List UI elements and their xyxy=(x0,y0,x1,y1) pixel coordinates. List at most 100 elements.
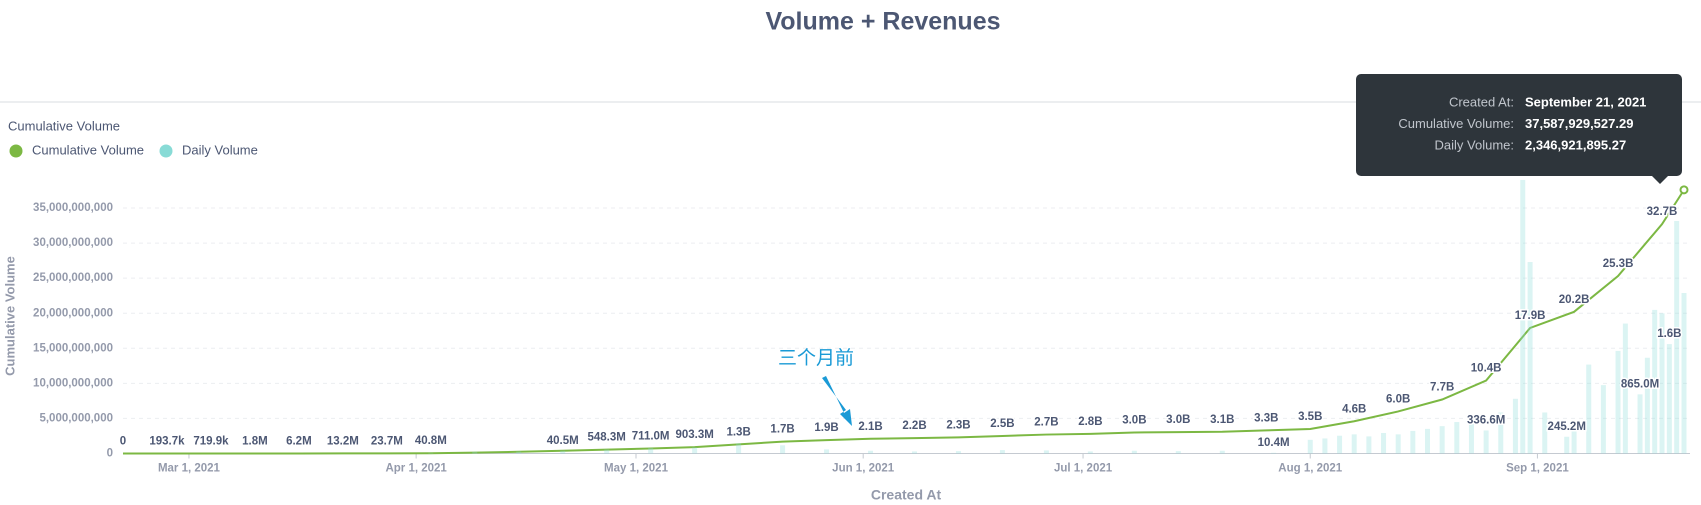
value-label: 4.6B xyxy=(1342,403,1366,415)
value-label: 2.7B xyxy=(1034,417,1058,429)
value-label: 903.3M xyxy=(675,429,713,441)
value-label: 23.7M xyxy=(371,435,403,447)
bar xyxy=(1483,430,1489,454)
x-tick-label: Jun 1, 2021 xyxy=(832,463,895,475)
value-label: 2.8B xyxy=(1078,416,1102,428)
bar xyxy=(1637,394,1643,454)
value-label: 193.7k xyxy=(149,436,185,448)
annotation-arrow xyxy=(822,376,852,426)
bar xyxy=(1454,422,1460,454)
bar xyxy=(692,447,698,454)
bar xyxy=(1175,451,1181,454)
value-label: 711.0M xyxy=(632,431,670,443)
bar xyxy=(1666,344,1672,454)
bar xyxy=(604,449,610,454)
value-label: 17.9B xyxy=(1515,310,1546,322)
value-label: 1.8M xyxy=(242,436,268,448)
bar xyxy=(1564,436,1570,454)
y-axis-label: Cumulative Volume xyxy=(2,256,17,376)
bar xyxy=(1337,435,1343,454)
bar xyxy=(1600,385,1606,454)
bar xyxy=(1622,323,1628,454)
tooltip-value: 2,346,921,895.27 xyxy=(1525,137,1626,152)
x-tick-label: May 1, 2021 xyxy=(604,463,669,475)
value-label: 40.8M xyxy=(415,435,447,447)
bar xyxy=(1351,434,1357,454)
bar xyxy=(560,450,566,454)
y-tick-label: 15,000,000,000 xyxy=(33,342,113,354)
tooltip-pointer xyxy=(1652,176,1668,184)
value-label: 3.3B xyxy=(1254,412,1278,424)
bar xyxy=(1366,436,1372,454)
bar xyxy=(1571,426,1577,454)
y-tick-label: 10,000,000,000 xyxy=(33,377,113,389)
bar xyxy=(1043,450,1049,454)
legend-title: Cumulative Volume xyxy=(8,118,120,133)
value-label: 1.9B xyxy=(814,422,838,434)
value-label: 13.2M xyxy=(327,435,359,447)
bar xyxy=(1468,419,1474,454)
bar xyxy=(824,449,830,454)
value-label: 6.0B xyxy=(1386,393,1410,405)
legend-label: Cumulative Volume xyxy=(32,142,144,157)
tooltip-label: Cumulative Volume: xyxy=(1398,116,1514,131)
bar xyxy=(1527,262,1533,454)
bar xyxy=(516,451,522,454)
value-label: 1.7B xyxy=(770,424,794,436)
value-label: 3.5B xyxy=(1298,411,1322,423)
tooltip-label: Created At: xyxy=(1449,94,1514,109)
legend-swatch xyxy=(9,144,23,158)
bar xyxy=(1512,398,1518,454)
annotation: 三个月前 xyxy=(778,347,854,369)
bar xyxy=(428,452,434,454)
value-label: 32.7B xyxy=(1647,206,1678,218)
bar xyxy=(1652,309,1658,454)
bar xyxy=(1271,452,1277,454)
y-tick-label: 30,000,000,000 xyxy=(33,237,113,249)
value-label: 719.9k xyxy=(193,436,229,448)
x-tick-label: Jul 1, 2021 xyxy=(1054,463,1113,475)
bar xyxy=(1615,350,1621,454)
bar xyxy=(1498,412,1504,454)
value-label: 3.1B xyxy=(1210,414,1234,426)
tooltip-value: September 21, 2021 xyxy=(1525,94,1646,109)
bar xyxy=(1424,428,1430,454)
y-tick-label: 35,000,000,000 xyxy=(33,202,113,214)
bar xyxy=(780,445,786,454)
bar xyxy=(911,451,917,454)
value-label: 40.5M xyxy=(547,435,579,447)
bar xyxy=(999,450,1005,454)
x-tick-label: Apr 1, 2021 xyxy=(385,463,447,475)
value-label: 2.3B xyxy=(946,419,970,431)
bar xyxy=(1322,438,1328,454)
bar xyxy=(1674,220,1680,454)
tooltip: Created At: September 21, 2021 Cumulative … xyxy=(1356,74,1682,184)
hover-point xyxy=(1679,185,1689,195)
y-tick-label: 0 xyxy=(107,448,113,460)
bar xyxy=(955,451,961,454)
x-tick-label: Mar 1, 2021 xyxy=(158,463,221,475)
bar xyxy=(1644,357,1650,454)
value-label: 3.0B xyxy=(1166,414,1190,426)
bar xyxy=(1395,434,1401,454)
y-tick-label: 20,000,000,000 xyxy=(33,307,113,319)
bar xyxy=(1542,412,1548,454)
bar xyxy=(1439,426,1445,454)
bar xyxy=(472,451,478,454)
value-label: 1.6B xyxy=(1657,328,1681,340)
bar xyxy=(1520,179,1526,454)
bar xyxy=(1410,430,1416,454)
x-tick-label: Aug 1, 2021 xyxy=(1278,463,1343,475)
line xyxy=(122,189,1685,455)
value-label: 25.3B xyxy=(1603,258,1634,270)
y-tick-label: 25,000,000,000 xyxy=(33,272,113,284)
value-label: 6.2M xyxy=(286,435,312,447)
value-label: 2.1B xyxy=(858,421,882,433)
bar xyxy=(1219,450,1225,454)
bar xyxy=(1131,450,1137,454)
x-tick-label: Sep 1, 2021 xyxy=(1506,463,1569,475)
chart-title: Volume + Revenues xyxy=(765,8,1000,36)
value-label: 3.0B xyxy=(1122,414,1146,426)
bar xyxy=(1681,293,1687,454)
